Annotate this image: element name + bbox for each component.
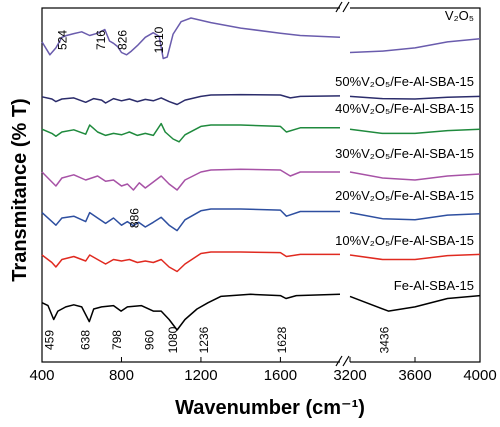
series-layer: [41, 17, 481, 331]
series-name-label: 20%V₂O₅/Fe-Al-SBA-15: [335, 188, 474, 203]
series-line: [41, 17, 341, 60]
series-name-label: 40%V₂O₅/Fe-Al-SBA-15: [335, 101, 474, 116]
axis-break-mark: [342, 1, 350, 13]
peak-label: 826: [116, 30, 130, 50]
peak-label: 1236: [197, 326, 211, 353]
peak-label: 459: [43, 330, 57, 350]
axis-break-mark: [342, 355, 350, 367]
peak-label: 716: [94, 30, 108, 50]
series-line: [41, 293, 341, 331]
x-tick-label: 400: [29, 367, 54, 384]
axis-break-mark: [335, 1, 343, 13]
y-axis-title: Transmitance (% T): [9, 98, 31, 281]
series-line: [349, 211, 481, 221]
series-name-label: V₂O₅: [445, 8, 474, 23]
peak-label: 638: [78, 330, 92, 350]
series-line: [349, 171, 481, 181]
peak-label: 886: [128, 208, 142, 228]
series-line: [349, 294, 481, 312]
series-line: [41, 93, 341, 106]
peak-label: 1628: [275, 326, 289, 353]
series-line: [349, 95, 481, 100]
peak-label: 3436: [377, 326, 391, 353]
axis-break-gap: [340, 6, 350, 364]
plot-frame: [41, 1, 481, 367]
series-line: [349, 37, 481, 54]
peak-label: 798: [110, 330, 124, 350]
x-ticks: 400 800 1200 1600 3200 3600 4000: [29, 357, 497, 384]
peak-annotations: 524 716 826 1010 886 459 638 798 960 1080 1236 1628…: [43, 26, 392, 353]
series-labels: V₂O₅ 50%V₂O₅/Fe-Al-SBA-15 40%V₂O₅/Fe-Al-SB…: [335, 8, 474, 293]
x-tick-label: 3200: [333, 367, 366, 384]
x-tick-label: 800: [109, 367, 134, 384]
series-line: [41, 122, 340, 143]
x-axis-title: Wavenumber (cm⁻¹): [175, 397, 365, 419]
series-line: [41, 251, 340, 273]
series-name-label: 10%V₂O₅/Fe-Al-SBA-15: [335, 233, 474, 248]
peak-label: 960: [142, 330, 156, 350]
axis-break-mark: [335, 355, 343, 367]
series-name-label: Fe-Al-SBA-15: [394, 278, 474, 293]
series-line: [349, 253, 481, 261]
x-tick-label: 1600: [264, 367, 297, 384]
peak-label: 1010: [152, 26, 166, 53]
series-line: [41, 168, 340, 191]
peak-label: 1080: [166, 326, 180, 353]
series-line: [41, 208, 340, 232]
x-tick-label: 4000: [463, 367, 496, 384]
x-tick-label: 1200: [184, 367, 217, 384]
x-tick-label: 3600: [398, 367, 431, 384]
series-line: [349, 128, 481, 135]
peak-label: 524: [56, 30, 70, 50]
series-name-label: 30%V₂O₅/Fe-Al-SBA-15: [335, 146, 474, 161]
series-name-label: 50%V₂O₅/Fe-Al-SBA-15: [335, 74, 474, 89]
plot-border: [41, 7, 481, 363]
